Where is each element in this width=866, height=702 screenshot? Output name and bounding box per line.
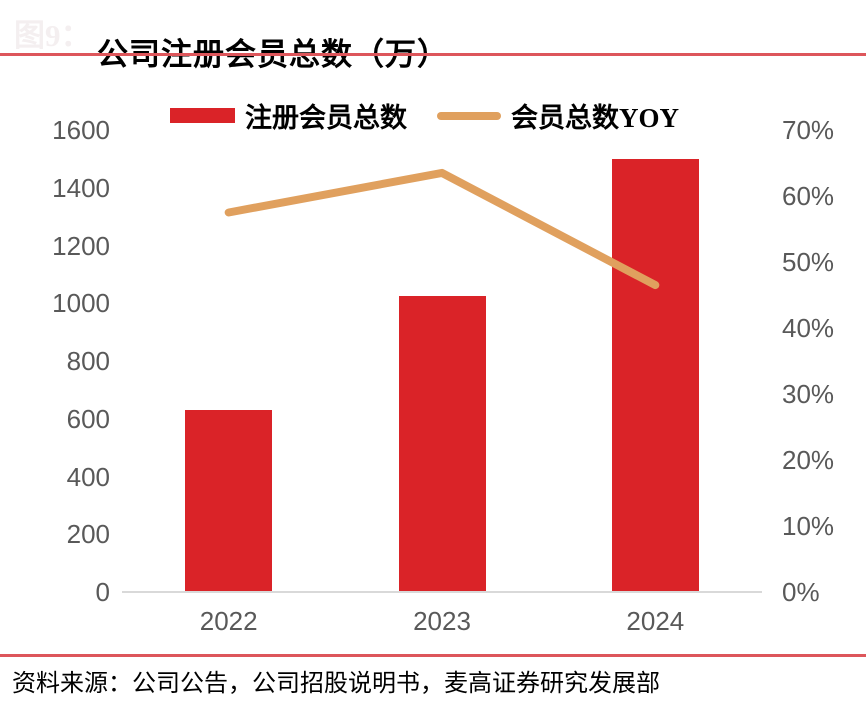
y-axis-right-tick-label: 70% bbox=[782, 115, 835, 145]
y-axis-left-tick-label: 800 bbox=[66, 346, 110, 376]
footer-divider bbox=[0, 654, 866, 657]
y-axis-left-tick-label: 400 bbox=[66, 461, 110, 492]
bar-2024 bbox=[611, 158, 699, 592]
y-axis-right-tick-label: 40% bbox=[782, 313, 835, 343]
x-axis-line bbox=[122, 591, 762, 593]
figure-number-label: 图9： bbox=[14, 18, 92, 53]
x-axis-label-2024: 2024 bbox=[626, 606, 685, 636]
bar-2023 bbox=[398, 296, 486, 592]
x-axis-label-2022: 2022 bbox=[199, 606, 258, 636]
chart-legend: 注册会员总数 会员总数YOY bbox=[170, 96, 679, 135]
y-axis-left-tick-label: 1600 bbox=[52, 115, 110, 145]
line-series-swatch-icon bbox=[437, 111, 501, 120]
legend-item-line-series: 会员总数YOY bbox=[437, 96, 679, 135]
y-axis-left-tick-label: 600 bbox=[66, 403, 110, 434]
y-axis-right-tick-label: 0% bbox=[782, 577, 820, 607]
bar-2022 bbox=[185, 410, 273, 592]
y-axis-left-tick-label: 200 bbox=[66, 519, 110, 550]
y-axis-right-tick-label: 30% bbox=[782, 379, 835, 409]
legend-label: 会员总数YOY bbox=[511, 103, 679, 133]
legend-item-bar-series: 注册会员总数 bbox=[170, 96, 407, 135]
bar-series-swatch-icon bbox=[170, 108, 235, 123]
page-title: 公司注册会员总数（万） bbox=[97, 36, 449, 72]
y-axis-left-tick-label: 0 bbox=[95, 577, 110, 607]
title-divider bbox=[0, 53, 866, 56]
source-attribution: 资料来源：公司公告，公司招股说明书，麦高证券研究发展部 bbox=[12, 671, 660, 697]
y-axis-left-tick-label: 1000 bbox=[52, 288, 110, 319]
x-axis-label-2023: 2023 bbox=[413, 606, 471, 636]
y-axis-right-tick-label: 60% bbox=[782, 181, 835, 211]
y-axis-left-tick-label: 1200 bbox=[52, 230, 110, 261]
y-axis-right-tick-label: 20% bbox=[782, 445, 835, 475]
y-axis-left-tick-label: 1400 bbox=[52, 172, 110, 203]
y-axis-right-tick-label: 50% bbox=[782, 247, 835, 277]
y-axis-right-tick-label: 10% bbox=[782, 511, 835, 541]
legend-label: 注册会员总数 bbox=[245, 103, 407, 133]
